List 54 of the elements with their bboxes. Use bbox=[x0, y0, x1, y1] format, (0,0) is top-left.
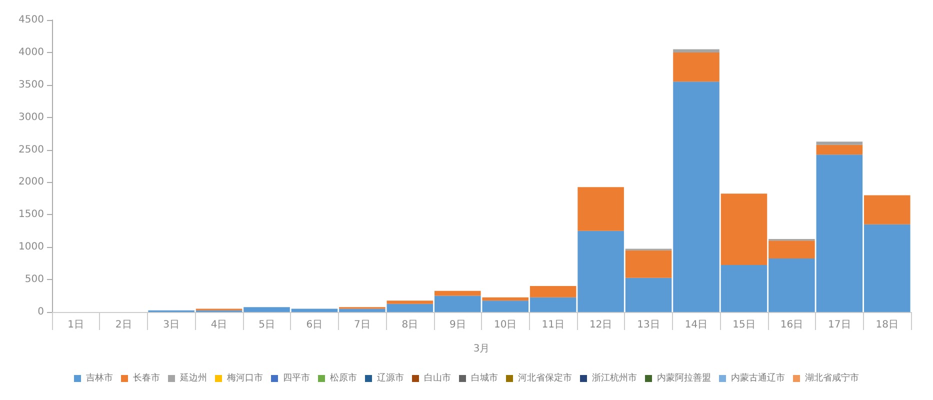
bar bbox=[816, 142, 863, 145]
bar bbox=[864, 195, 910, 224]
legend-label: 白山市 bbox=[424, 372, 451, 384]
legend-label: 长春市 bbox=[133, 372, 160, 384]
legend-label: 延边州 bbox=[179, 372, 207, 384]
legend-label: 内蒙阿拉善盟 bbox=[657, 372, 711, 384]
x-tick-label: 14日 bbox=[684, 320, 708, 330]
x-axis-title: 3月 bbox=[473, 344, 490, 354]
x-tick-label: 18日 bbox=[876, 320, 899, 330]
y-tick-label: 500 bbox=[24, 274, 44, 286]
x-tick-label: 2日 bbox=[115, 320, 132, 330]
y-tick-label: 2500 bbox=[18, 144, 44, 156]
x-tick-label: 15日 bbox=[732, 320, 756, 330]
x-tick-label: 10日 bbox=[494, 320, 517, 330]
x-tick-label: 4日 bbox=[210, 320, 228, 330]
y-tick-label: 3500 bbox=[18, 79, 44, 90]
legend-label: 四平市 bbox=[283, 372, 310, 384]
bar bbox=[530, 286, 576, 298]
bar bbox=[673, 49, 720, 52]
x-tick-label: 13日 bbox=[637, 320, 660, 330]
x-tick-label: 6日 bbox=[306, 320, 323, 330]
x-tick-label: 16日 bbox=[780, 320, 804, 330]
legend-label: 浙江杭州市 bbox=[592, 372, 637, 384]
legend-label: 吉林市 bbox=[86, 372, 113, 384]
legend-label: 湖北省咸宁市 bbox=[805, 372, 859, 384]
y-tick-label: 0 bbox=[38, 306, 44, 318]
y-tick-label: 1500 bbox=[18, 209, 44, 220]
x-tick-label: 5日 bbox=[258, 320, 275, 330]
bar bbox=[434, 290, 481, 296]
legend-label: 内蒙古通辽市 bbox=[731, 372, 785, 384]
y-tick-label: 3000 bbox=[18, 112, 44, 123]
bar bbox=[482, 297, 529, 301]
legend-label: 梅河口市 bbox=[226, 372, 263, 384]
legend-label: 辽源市 bbox=[377, 372, 404, 384]
x-tick-label: 12日 bbox=[589, 320, 612, 330]
x-tick-label: 7日 bbox=[354, 320, 370, 330]
y-tick-label: 2000 bbox=[18, 176, 44, 188]
x-tick-label: 9日 bbox=[449, 320, 466, 330]
bar bbox=[578, 187, 624, 231]
y-tick-label: 1000 bbox=[18, 242, 44, 253]
bar bbox=[386, 300, 434, 304]
x-tick-label: 11日 bbox=[542, 320, 564, 330]
legend-label: 松原市 bbox=[330, 372, 357, 384]
bar bbox=[673, 52, 720, 82]
bar bbox=[625, 250, 672, 278]
y-tick-label: 4000 bbox=[18, 46, 44, 58]
x-tick-label: 8日 bbox=[402, 320, 418, 330]
x-tick-label: 1日 bbox=[68, 320, 84, 330]
bar bbox=[816, 144, 863, 155]
legend-label: 河北省保定市 bbox=[518, 372, 572, 384]
y-tick-label: 4500 bbox=[18, 14, 44, 26]
x-tick-label: 3日 bbox=[163, 320, 180, 330]
legend-label: 白城市 bbox=[471, 372, 498, 384]
x-tick-label: 17日 bbox=[828, 320, 851, 330]
